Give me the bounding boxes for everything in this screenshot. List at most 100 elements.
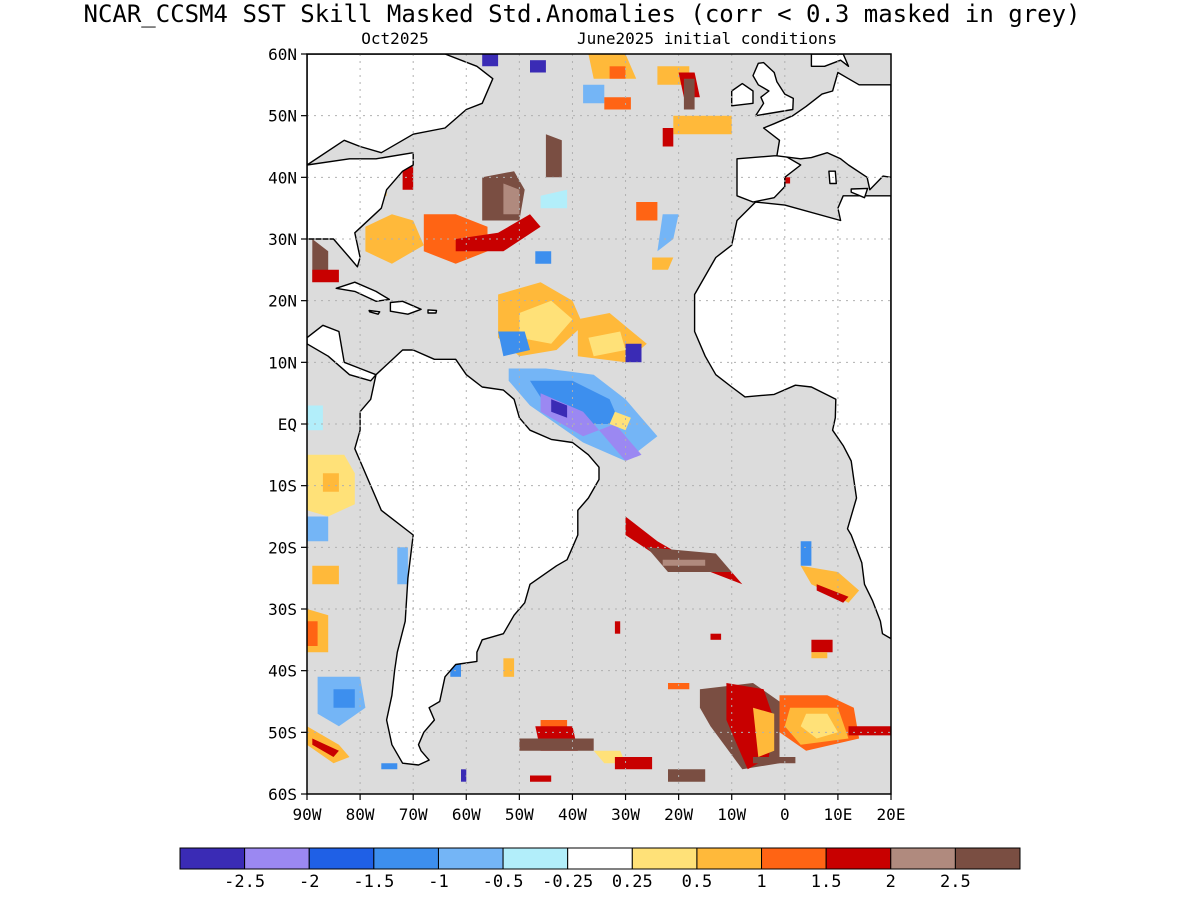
lat-tick-label: 40S: [268, 662, 297, 681]
colorbar-swatch-5: [502, 847, 569, 870]
anomaly-patch-19: [535, 251, 552, 264]
anomaly-patch-58: [710, 633, 722, 640]
lat-tick-label: 60S: [268, 785, 297, 804]
anomaly-patch-57: [614, 621, 621, 634]
anomaly-patch-43: [307, 621, 318, 646]
scandinavia: [810, 54, 850, 68]
anomaly-patch-22: [652, 257, 674, 270]
south-america: [354, 349, 600, 766]
colorbar-label: -2: [299, 872, 319, 892]
lon-tick-label: 30W: [611, 805, 640, 824]
colorbar-label: 1: [756, 872, 766, 892]
colorbar-swatch-3: [373, 847, 439, 870]
anomaly-patch-76: [530, 775, 552, 782]
anomaly-patch-12: [588, 331, 626, 357]
colorbar-swatch-10: [825, 847, 892, 870]
colorbar-swatch-0: [179, 847, 246, 870]
colorbar-swatch-7: [631, 847, 698, 870]
lat-tick-label: 40N: [268, 168, 297, 187]
lon-tick-label: 0: [780, 805, 790, 824]
anomaly-patch-61: [668, 683, 690, 690]
colorbar-swatch-4: [437, 847, 504, 870]
puerto-rico: [427, 309, 438, 314]
anomaly-patch-46: [307, 726, 350, 764]
anomaly-patch-1: [312, 269, 339, 283]
anomaly-patch-53: [662, 559, 706, 566]
lon-tick-label: 40W: [558, 805, 587, 824]
anomaly-patch-25: [583, 84, 605, 104]
anomaly-patch-67: [800, 713, 838, 739]
colorbar-label: -2.5: [224, 872, 265, 892]
graticule: [307, 54, 891, 794]
sicily: [850, 187, 869, 199]
longitude-axis: 90W 80W 70W 60W 50W 40W 30W 20W 10W 0 10E 20E: [293, 794, 906, 824]
colorbar-label: -1: [428, 872, 448, 892]
colorbar-swatch-12: [954, 847, 1021, 870]
anomaly-patch-20: [636, 202, 658, 221]
anomaly-patch-68: [848, 726, 891, 736]
anomaly-patch-69: [753, 757, 796, 764]
anomaly-patch-54: [800, 541, 812, 566]
lon-tick-label: 70W: [399, 805, 428, 824]
lon-tick-label: 20W: [664, 805, 693, 824]
lat-tick-label: 20S: [268, 538, 297, 557]
anomaly-patch-75: [519, 738, 594, 751]
colorbar-label: 2: [886, 872, 896, 892]
anomaly-patch-71: [614, 757, 653, 770]
anomaly-patch-79: [784, 177, 791, 184]
lon-tick-label: 90W: [293, 805, 322, 824]
anomaly-patch-26: [604, 97, 631, 110]
colorbar-swatch-2: [308, 847, 375, 870]
france-europe: [762, 71, 891, 191]
anomaly-patch-24: [609, 66, 626, 79]
great-britain: [752, 61, 794, 117]
anomaly-patch-2: [365, 214, 424, 264]
colorbar-label: -1.5: [353, 872, 394, 892]
anomaly-patch-77: [461, 769, 467, 782]
colorbar-label: 0.25: [612, 872, 653, 892]
colorbar-swatch-6: [567, 847, 633, 870]
lon-tick-label: 10W: [717, 805, 746, 824]
anomaly-patch-78: [381, 763, 398, 770]
anomaly-patch-34: [482, 54, 499, 67]
anomaly-patch-45: [333, 689, 355, 708]
anomaly-patch-10: [498, 331, 530, 357]
lon-tick-label: 20E: [877, 805, 906, 824]
lon-tick-label: 10E: [823, 805, 852, 824]
anomaly-patch-21: [657, 214, 679, 252]
cuba: [335, 281, 390, 302]
anomaly-patch-50: [503, 658, 515, 677]
anomaly-patch-31: [662, 128, 674, 147]
lat-tick-label: 20N: [268, 292, 297, 311]
initial-conditions-label: June2025 initial conditions: [577, 29, 837, 48]
map-panel: [306, 53, 892, 795]
colorbar-label: -0.5: [483, 872, 524, 892]
colorbar: -2.5 -2 -1.5 -1 -0.5 -0.25 0.25 0.5 1 1.5 2 2.5: [179, 847, 1021, 892]
lat-tick-label: 60N: [268, 45, 297, 64]
lat-tick-label: 50N: [268, 107, 297, 126]
anomaly-patch-18: [540, 189, 568, 209]
valid-month-label: Oct2025: [361, 29, 428, 48]
anomaly-patch-6: [503, 183, 520, 215]
anomaly-patch-55: [800, 565, 860, 603]
colorbar-swatch-8: [696, 847, 763, 870]
lon-tick-label: 80W: [346, 805, 375, 824]
anomaly-patch-60: [811, 652, 828, 659]
colorbar-label: 0.5: [682, 872, 713, 892]
land-coastlines: [307, 54, 891, 766]
anomaly-patch-36: [625, 343, 642, 363]
anomaly-patch-47: [312, 738, 339, 757]
lon-tick-label: 60W: [452, 805, 481, 824]
colorbar-swatch-9: [761, 847, 827, 870]
anomaly-patch-39: [322, 473, 339, 492]
figure-title: NCAR_CCSM4 SST Skill Masked Std.Anomalie…: [84, 0, 1081, 28]
africa: [693, 195, 891, 640]
anomaly-patch-40: [307, 516, 329, 542]
lat-tick-label: 30N: [268, 230, 297, 249]
anomaly-patch-56: [816, 584, 849, 603]
jamaica: [368, 309, 381, 315]
anomaly-patch-59: [811, 639, 833, 653]
anomaly-patch-9: [519, 300, 573, 344]
